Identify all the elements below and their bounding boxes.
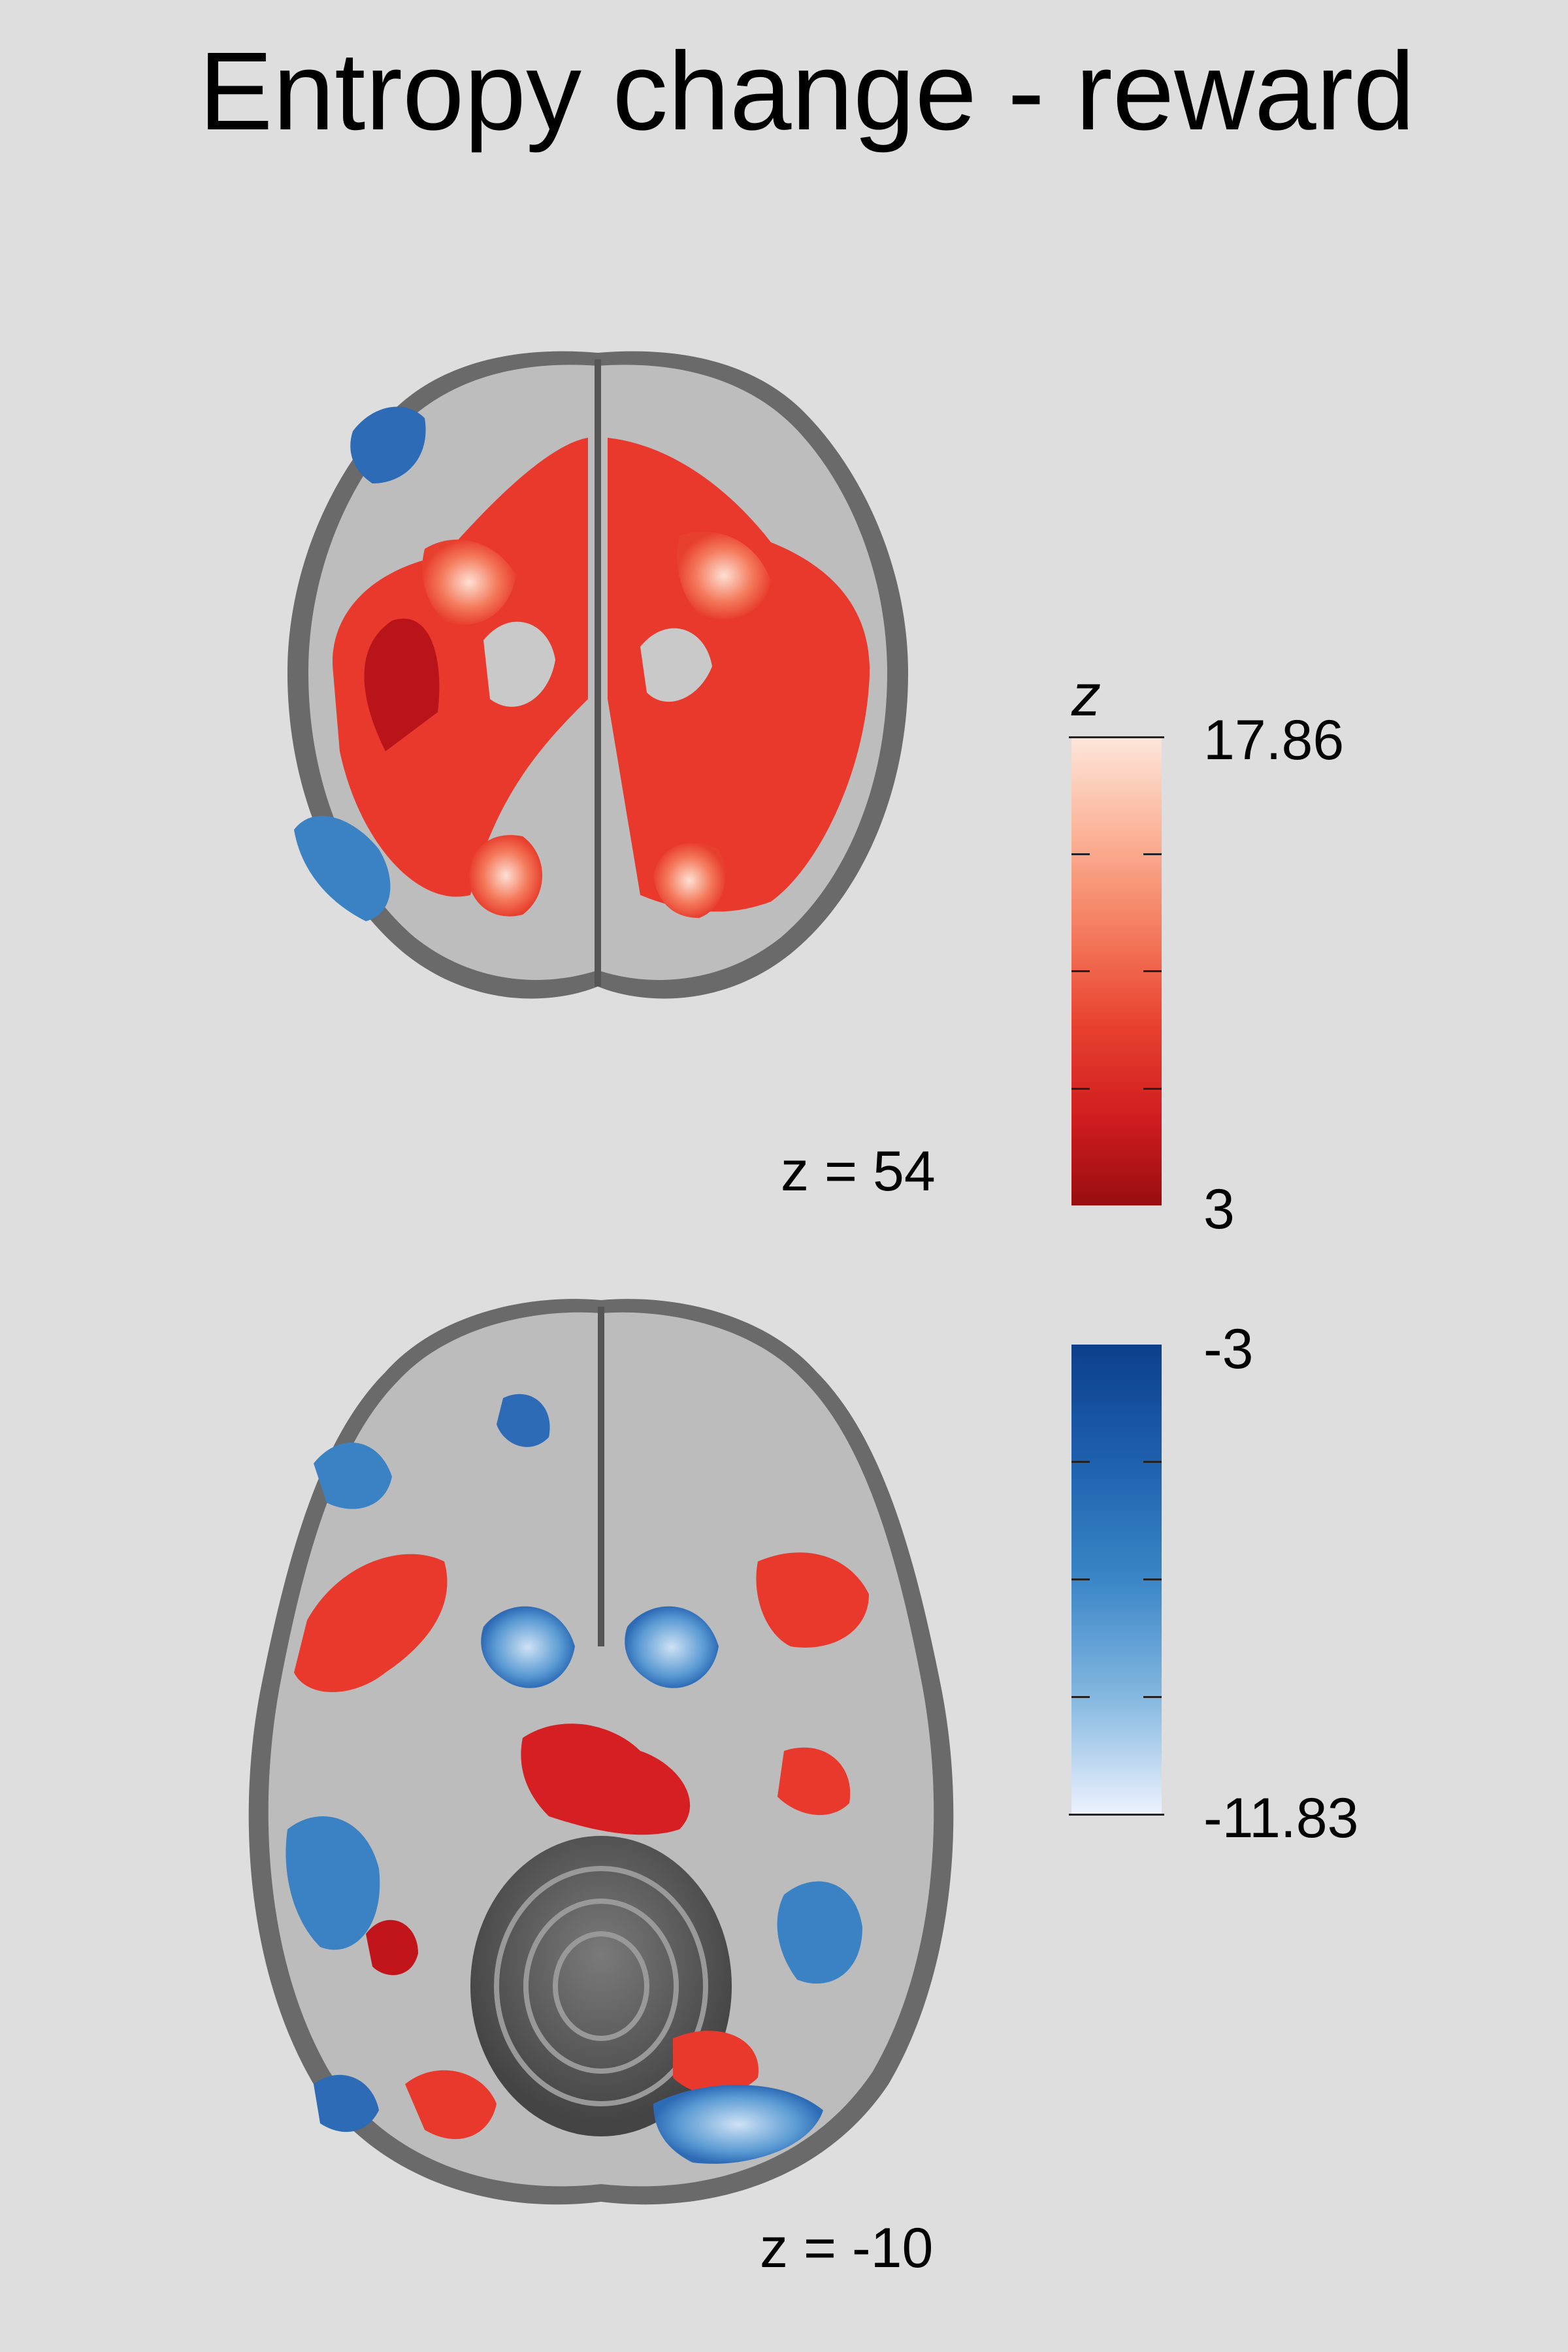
colorbar-negative-bottom: -11.83 bbox=[1203, 1787, 1359, 1850]
colorbar-positive bbox=[1069, 736, 1164, 1205]
colorbar-negative-top: -3 bbox=[1203, 1318, 1254, 1380]
colorbar-symbol: z bbox=[1071, 663, 1101, 728]
slice-label-inferior: z = -10 bbox=[760, 2217, 934, 2279]
colorbar-negative bbox=[1069, 1345, 1164, 1816]
brain-slice-superior bbox=[274, 333, 921, 1013]
brain-slice-inferior bbox=[222, 1281, 980, 2234]
figure-title: Entropy change - reward bbox=[199, 29, 1415, 154]
colorbar-positive-max: 17.86 bbox=[1203, 709, 1345, 772]
slice-label-superior: z = 54 bbox=[781, 1140, 936, 1203]
colorbar-positive-min: 3 bbox=[1203, 1178, 1235, 1241]
